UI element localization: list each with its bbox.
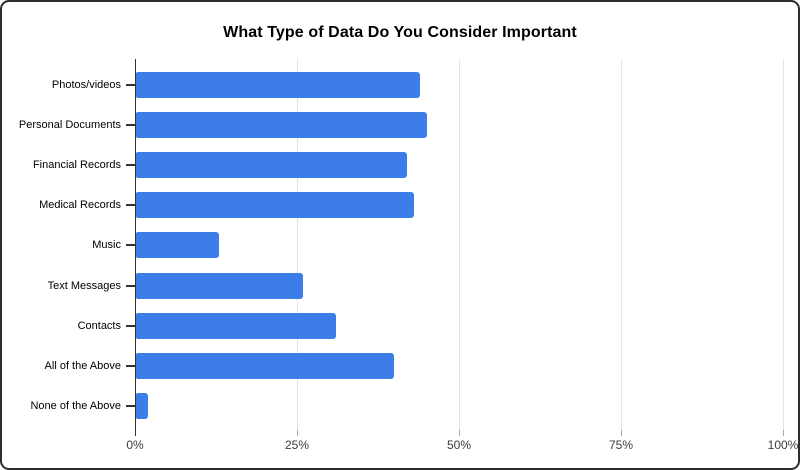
y-axis-line [135, 59, 136, 436]
x-axis-label-50: 50% [446, 438, 472, 452]
bar-personal-documents [136, 111, 427, 138]
gridline-25 [296, 59, 298, 430]
x-axis-tick-50 [458, 430, 460, 436]
x-axis-label-25: 25% [284, 438, 310, 452]
x-axis-tick-100 [782, 430, 784, 436]
x-axis-tick-25 [296, 430, 298, 436]
category-label-contacts: Contacts [77, 319, 121, 332]
category-tick-medical-records [126, 204, 135, 207]
gridline-50 [458, 59, 460, 430]
x-axis-label-100: 100% [767, 438, 799, 452]
category-tick-text-messages [126, 284, 135, 287]
bar-medical-records [136, 192, 414, 219]
category-tick-all-of-the-above [126, 364, 135, 367]
category-label-text-messages: Text Messages [47, 279, 121, 292]
chart-title: What Type of Data Do You Consider Import… [223, 24, 577, 41]
category-label-none-of-the-above: None of the Above [30, 400, 121, 413]
category-tick-contacts [126, 324, 135, 327]
x-axis-label-0: 0% [126, 438, 144, 452]
bar-photos-videos [136, 71, 421, 98]
category-tick-none-of-the-above [126, 405, 135, 408]
category-label-music: Music [92, 239, 121, 252]
x-axis-label-75: 75% [608, 438, 634, 452]
bar-all-of-the-above [136, 352, 395, 379]
gridline-100 [782, 59, 784, 430]
gridline-75 [620, 59, 622, 430]
category-tick-photos-videos [126, 83, 135, 86]
category-tick-financial-records [126, 163, 135, 166]
category-label-photos-videos: Photos/videos [51, 78, 121, 91]
x-axis-tick-75 [620, 430, 622, 436]
bar-none-of-the-above [136, 393, 148, 420]
bar-text-messages [136, 272, 304, 299]
category-label-financial-records: Financial Records [32, 158, 121, 171]
category-label-medical-records: Medical Records [39, 199, 121, 212]
category-label-personal-documents: Personal Documents [18, 118, 121, 131]
category-tick-music [126, 244, 135, 247]
bar-contacts [136, 312, 336, 339]
category-tick-personal-documents [126, 123, 135, 126]
category-label-all-of-the-above: All of the Above [44, 359, 121, 372]
bar-financial-records [136, 151, 408, 178]
bar-music [136, 232, 220, 259]
